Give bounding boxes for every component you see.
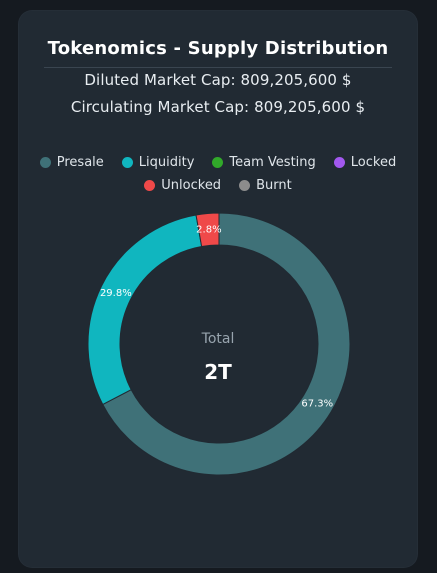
donut-chart: 67.3% 29.8% 2.8% bbox=[87, 212, 351, 476]
chart-legend: Presale Liquidity Team Vesting Locked bbox=[18, 155, 418, 201]
legend-dot-locked bbox=[333, 157, 345, 168]
legend-item-liquidity[interactable]: Liquidity bbox=[121, 155, 195, 170]
legend-dot-team-vesting bbox=[212, 157, 224, 168]
donut-svg: 67.3% 29.8% 2.8% bbox=[87, 212, 351, 476]
legend-label-burnt: Burnt bbox=[256, 178, 292, 193]
donut-slice-unlocked[interactable] bbox=[195, 212, 220, 248]
legend-row-1: Presale Liquidity Team Vesting Locked bbox=[18, 155, 418, 170]
legend-item-locked[interactable]: Locked bbox=[333, 155, 397, 170]
legend-label-unlocked: Unlocked bbox=[161, 178, 222, 193]
donut-slice-presale[interactable] bbox=[102, 212, 351, 476]
legend-row-2: Unlocked Burnt bbox=[18, 178, 418, 193]
center-total-label: Total bbox=[201, 331, 235, 347]
page-title: Tokenomics - Supply Distribution bbox=[47, 38, 389, 59]
legend-item-team-vesting[interactable]: Team Vesting bbox=[212, 155, 316, 170]
legend-dot-unlocked bbox=[144, 180, 156, 191]
tokenomics-card: Tokenomics - Supply Distribution Diluted… bbox=[18, 10, 418, 568]
center-total-value: 2T bbox=[204, 360, 232, 384]
donut-label-presale: 67.3% bbox=[301, 399, 333, 410]
circulating-market-cap: Circulating Market Cap: 809,205,600 $ bbox=[70, 98, 366, 116]
legend-label-team-vesting: Team Vesting bbox=[229, 155, 316, 170]
donut-label-unlocked: 2.8% bbox=[196, 224, 221, 235]
diluted-market-cap: Diluted Market Cap: 809,205,600 $ bbox=[84, 71, 352, 89]
legend-item-burnt[interactable]: Burnt bbox=[239, 178, 292, 193]
legend-label-presale: Presale bbox=[56, 155, 104, 170]
legend-label-liquidity: Liquidity bbox=[138, 155, 195, 170]
legend-item-unlocked[interactable]: Unlocked bbox=[144, 178, 221, 193]
divider bbox=[44, 67, 392, 68]
legend-dot-liquidity bbox=[121, 157, 133, 168]
legend-item-presale[interactable]: Presale bbox=[39, 155, 104, 170]
legend-dot-burnt bbox=[239, 180, 251, 191]
legend-label-locked: Locked bbox=[350, 155, 397, 170]
legend-dot-presale bbox=[39, 157, 51, 168]
donut-label-liquidity: 29.8% bbox=[100, 288, 132, 299]
